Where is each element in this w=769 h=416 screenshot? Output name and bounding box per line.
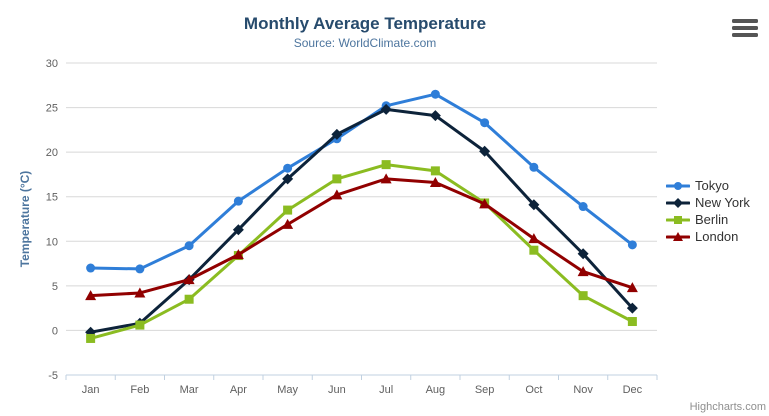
- y-axis-label: 30: [46, 58, 58, 70]
- data-point-london-nov[interactable]: [577, 266, 589, 277]
- data-point-new-york-jul[interactable]: [380, 103, 392, 115]
- data-point-new-york-apr[interactable]: [232, 224, 244, 236]
- x-axis-label: Mar: [180, 384, 199, 396]
- x-axis-label: Jul: [379, 384, 393, 396]
- legend-item-london[interactable]: London: [666, 228, 750, 245]
- series-berlin: [86, 160, 637, 343]
- series-tokyo: [86, 89, 637, 274]
- y-axis-label: 15: [46, 192, 58, 204]
- data-point-london-jun[interactable]: [331, 189, 343, 200]
- legend-label: London: [695, 229, 739, 244]
- legend-marker[interactable]: [674, 181, 682, 190]
- data-point-berlin-jul[interactable]: [381, 160, 391, 170]
- data-point-london-dec[interactable]: [626, 282, 638, 293]
- x-axis-label: May: [277, 384, 298, 396]
- series-new-york: [85, 103, 638, 338]
- x-axis-label: Dec: [623, 384, 643, 396]
- legend-marker[interactable]: [673, 197, 683, 208]
- data-point-tokyo-aug[interactable]: [430, 89, 440, 99]
- data-point-london-aug[interactable]: [429, 176, 441, 187]
- data-point-berlin-jun[interactable]: [332, 174, 342, 184]
- x-axis-label: Aug: [426, 384, 446, 396]
- square-icon: [666, 215, 690, 224]
- x-axis-label: Feb: [130, 384, 149, 396]
- data-point-tokyo-apr[interactable]: [233, 196, 243, 206]
- x-axis-label: Jan: [82, 384, 100, 396]
- series-line-london: [89, 177, 634, 298]
- legend-label: Berlin: [695, 212, 729, 227]
- legend-item-berlin[interactable]: Berlin: [666, 211, 750, 228]
- series-line-berlin: [89, 163, 634, 340]
- y-axis-label: 25: [46, 103, 58, 115]
- data-point-tokyo-may[interactable]: [283, 163, 293, 173]
- chart-title: Monthly Average Temperature: [243, 14, 487, 33]
- data-point-new-york-sep[interactable]: [479, 145, 491, 157]
- data-point-berlin-may[interactable]: [283, 205, 293, 215]
- data-point-berlin-jan[interactable]: [86, 333, 96, 343]
- data-point-london-mar[interactable]: [183, 274, 195, 285]
- hamburger-icon: [732, 19, 758, 23]
- data-point-new-york-dec[interactable]: [626, 302, 638, 314]
- y-axis-title: Temperature (°C): [18, 171, 32, 268]
- data-point-berlin-dec[interactable]: [627, 317, 637, 327]
- data-point-new-york-may[interactable]: [282, 173, 294, 185]
- legend-label: New York: [695, 195, 750, 210]
- data-point-tokyo-feb[interactable]: [135, 264, 145, 274]
- y-axis-label: -5: [48, 370, 58, 382]
- circle-icon: [666, 181, 690, 190]
- data-point-new-york-nov[interactable]: [577, 248, 589, 260]
- y-axis-label: 10: [46, 236, 58, 248]
- data-point-london-apr[interactable]: [232, 249, 244, 260]
- legend-item-tokyo[interactable]: Tokyo: [666, 177, 750, 194]
- x-axis-label: Jun: [328, 384, 346, 396]
- data-point-london-jul[interactable]: [380, 173, 392, 184]
- data-point-london-sep[interactable]: [479, 198, 491, 209]
- series-london: [85, 173, 638, 301]
- data-point-tokyo-jan[interactable]: [86, 263, 96, 273]
- data-point-berlin-feb[interactable]: [135, 320, 145, 330]
- legend: Tokyo New York Berlin London: [666, 177, 750, 245]
- chart-subtitle: Source: WorldClimate.com: [293, 36, 437, 50]
- credits-link[interactable]: Highcharts.com: [689, 401, 766, 413]
- data-point-tokyo-mar[interactable]: [184, 241, 194, 251]
- data-point-berlin-aug[interactable]: [430, 166, 440, 176]
- x-axis-label: Nov: [573, 384, 593, 396]
- data-point-new-york-aug[interactable]: [429, 110, 441, 122]
- data-point-london-jan[interactable]: [85, 290, 97, 301]
- context-menu-button[interactable]: [730, 17, 760, 41]
- legend-marker[interactable]: [673, 231, 683, 241]
- data-point-berlin-oct[interactable]: [529, 245, 539, 255]
- series-line-new-york: [89, 107, 634, 334]
- diamond-icon: [666, 197, 690, 208]
- y-axis-label: 5: [52, 281, 58, 293]
- hamburger-icon: [732, 33, 758, 37]
- hamburger-icon: [732, 26, 758, 30]
- x-axis-label: Apr: [230, 384, 247, 396]
- y-axis-label: 20: [46, 147, 58, 159]
- legend-item-new-york[interactable]: New York: [666, 194, 750, 211]
- legend-label: Tokyo: [695, 178, 729, 193]
- data-point-new-york-oct[interactable]: [528, 199, 540, 211]
- data-point-london-oct[interactable]: [528, 233, 540, 244]
- data-point-london-may[interactable]: [282, 218, 294, 229]
- data-point-tokyo-sep[interactable]: [480, 118, 490, 128]
- triangle-icon: [666, 231, 690, 241]
- y-axis-label: 0: [52, 325, 58, 337]
- x-axis-label: Sep: [475, 384, 495, 396]
- data-point-tokyo-nov[interactable]: [578, 202, 588, 212]
- data-point-berlin-nov[interactable]: [578, 291, 588, 301]
- data-point-new-york-jun[interactable]: [331, 128, 343, 140]
- data-point-tokyo-oct[interactable]: [529, 162, 539, 172]
- data-point-london-feb[interactable]: [134, 287, 146, 298]
- legend-marker[interactable]: [674, 215, 682, 224]
- data-point-berlin-mar[interactable]: [184, 294, 194, 304]
- data-point-tokyo-dec[interactable]: [627, 240, 637, 250]
- x-axis-label: Oct: [525, 384, 542, 396]
